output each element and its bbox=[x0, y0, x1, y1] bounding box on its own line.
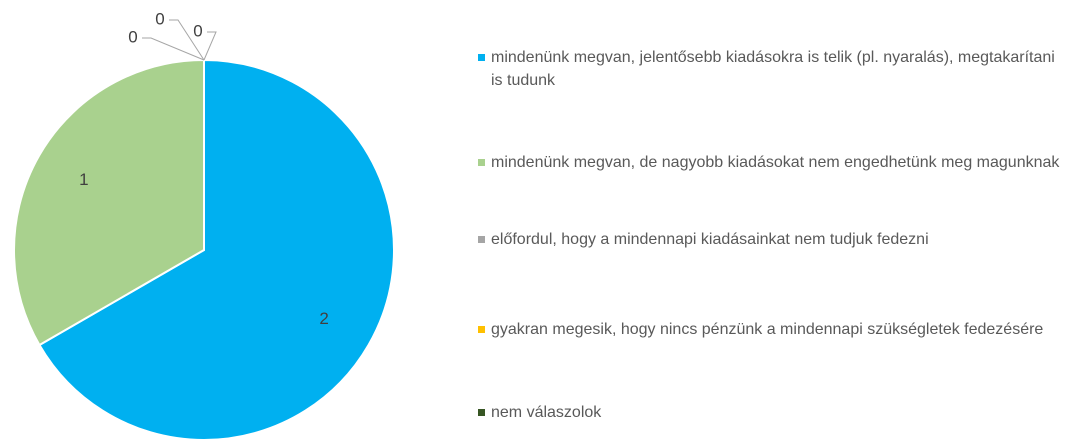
legend-item: mindenünk megvan, jelentősebb kiadásokra… bbox=[478, 46, 1068, 92]
legend-swatch bbox=[478, 236, 485, 243]
legend-item: mindenünk megvan, de nagyobb kiadásokat … bbox=[478, 151, 1068, 174]
leader-line bbox=[169, 19, 205, 61]
legend-item: gyakran megesik, hogy nincs pénzünk a mi… bbox=[478, 318, 1068, 341]
legend-label: előfordul, hogy a mindennapi kiadásainka… bbox=[491, 231, 929, 248]
data-label: 0 bbox=[128, 27, 137, 46]
legend-swatch bbox=[478, 54, 485, 61]
leader-line bbox=[142, 37, 205, 61]
legend-label: mindenünk megvan, de nagyobb kiadásokat … bbox=[491, 154, 1060, 171]
legend-swatch bbox=[478, 326, 485, 333]
data-label: 0 bbox=[155, 9, 164, 28]
legend-swatch bbox=[478, 159, 485, 166]
leader-line bbox=[203, 31, 217, 61]
pie-slice bbox=[38, 58, 395, 441]
legend-item: nem válaszolok bbox=[478, 401, 1068, 424]
data-label: 2 bbox=[319, 309, 328, 328]
legend-item: előfordul, hogy a mindennapi kiadásainka… bbox=[478, 228, 1068, 251]
legend-label: nem válaszolok bbox=[491, 404, 602, 421]
data-label: 1 bbox=[79, 170, 88, 189]
data-label: 0 bbox=[193, 21, 202, 40]
legend-label: mindenünk megvan, jelentősebb kiadásokra… bbox=[491, 49, 1055, 89]
pie-slice bbox=[13, 58, 205, 347]
legend-swatch bbox=[478, 409, 485, 416]
legend-label: gyakran megesik, hogy nincs pénzünk a mi… bbox=[491, 321, 1044, 338]
